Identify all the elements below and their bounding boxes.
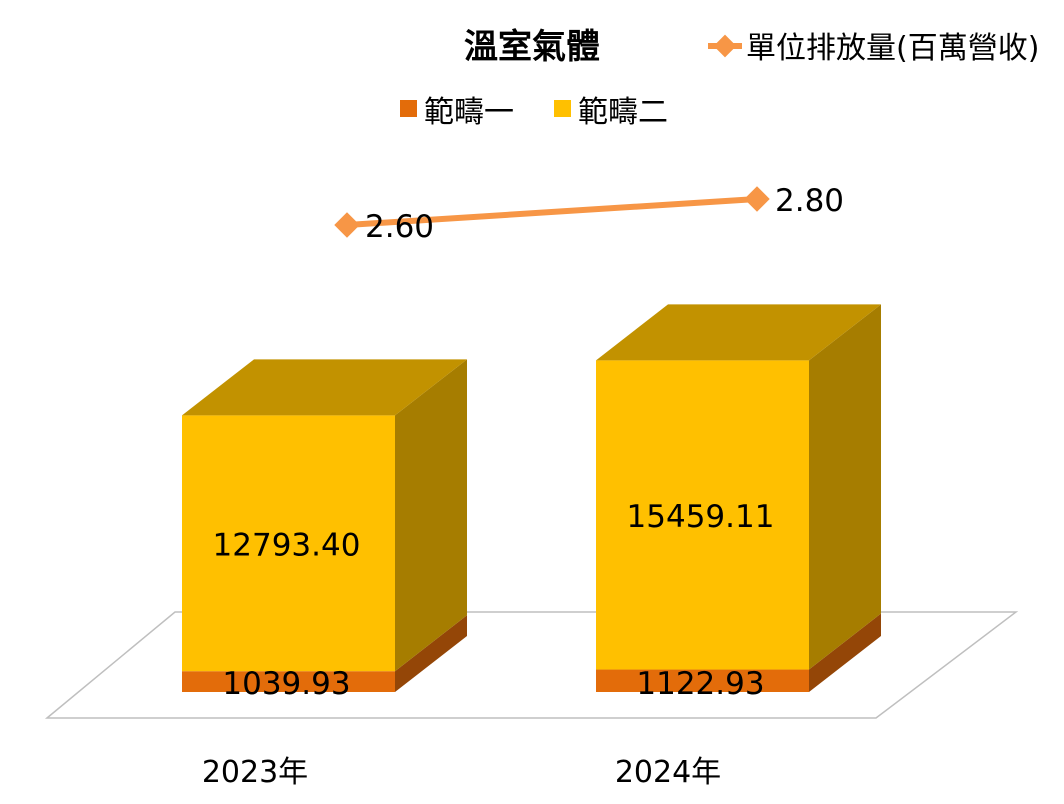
bar-segment-1-1: [596, 304, 881, 670]
legend-bar-item-scope2: 範疇二: [554, 95, 668, 130]
bar-data-label-0-1: 12793.40: [213, 527, 361, 563]
legend-label-scope2: 範疇二: [578, 95, 668, 130]
line-data-label-0: 2.60: [365, 209, 434, 245]
legend-line-item: 單位排放量(百萬營收): [708, 31, 1039, 66]
bar-data-label-1-1: 15459.11: [627, 499, 775, 535]
bar-front-1-1: [596, 360, 809, 670]
bar-front-1-0: [596, 669, 809, 692]
x-tick-label-0: 2023年: [202, 755, 308, 790]
line-data-label-1: 2.80: [775, 183, 844, 219]
bar-side-0-0: [395, 615, 467, 692]
bar-top-0: [182, 359, 467, 416]
chart-floor: [44, 611, 1019, 719]
bar-side-1-0: [809, 613, 881, 692]
bar-side-1-1: [809, 304, 881, 670]
bar-segment-0-0: [182, 615, 467, 692]
line-point-1: [744, 186, 770, 212]
legend-diamond-marker: [713, 34, 737, 58]
legend-bar-item-scope1: 範疇一: [400, 95, 514, 130]
bar-front-0-1: [182, 415, 395, 672]
legend-swatch-scope2: [554, 100, 571, 117]
bar-segment-0-1: [182, 359, 467, 672]
bar-top-1: [596, 304, 881, 361]
legend-line-label: 單位排放量(百萬營收): [746, 31, 1039, 66]
line-series-path: [346, 196, 758, 228]
line-point-0: [334, 212, 360, 238]
bar-side-0-1: [395, 359, 467, 672]
bar-data-label-0-0: 1039.93: [222, 666, 350, 702]
chart-title: 溫室氣體: [464, 27, 600, 67]
bar-segment-1-0: [596, 613, 881, 692]
line-layer: 2.60 2.80: [334, 183, 844, 245]
x-tick-label-1: 2024年: [615, 755, 721, 790]
legend-swatch-scope1: [400, 100, 417, 117]
bar-front-0-0: [182, 671, 395, 692]
bar-data-label-1-0: 1122.93: [636, 666, 764, 702]
bars-layer: 1039.93 12793.40 1122.93 15459.11: [182, 304, 881, 702]
legend-label-scope1: 範疇一: [424, 95, 514, 130]
